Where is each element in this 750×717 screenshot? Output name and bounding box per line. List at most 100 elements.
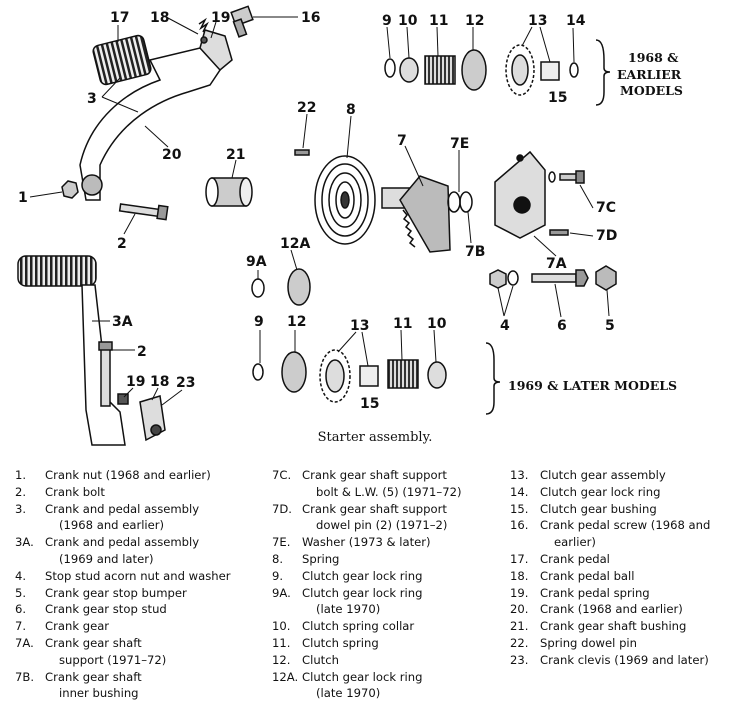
callout-19: 19	[211, 10, 230, 26]
clutch-gear-assembly-early	[505, 44, 535, 96]
legend-item: 2. Crank bolt	[15, 484, 231, 501]
callout-10-early: 10	[398, 13, 418, 29]
legend-item: 5. Crank gear stop bumper	[15, 585, 231, 602]
callout-9a: 9A	[246, 254, 267, 270]
legend-item-text: Washer (1973 & later)	[302, 535, 431, 550]
legend-item-text: Clutch gear lock ring	[302, 568, 423, 583]
callout-5: 5	[605, 318, 615, 334]
legend-item-number: 13.	[510, 468, 529, 482]
legend-item-text: Crank pedal ball	[540, 568, 635, 583]
leader-lines	[29, 16, 610, 406]
legend-item: support (1971–72)	[15, 652, 231, 669]
clutch-gear-assembly-late	[319, 349, 351, 403]
legend-item-text: Crank gear stop bumper	[45, 585, 187, 600]
clutch-early	[461, 49, 487, 91]
legend-item-number: 12.	[272, 652, 291, 667]
callout-7: 7	[397, 133, 407, 149]
early-models-label-line3: MODELS	[620, 83, 683, 98]
callout-1: 1	[18, 190, 28, 206]
legend-item-number: 7B.	[15, 669, 35, 684]
legend-item-number: 1.	[15, 468, 27, 482]
callout-4: 4	[500, 318, 510, 334]
legend-item-text: Crank gear shaft bushing	[540, 619, 687, 634]
legend-item-text: Crank gear shaft support	[302, 468, 447, 482]
legend-item-number: 11.	[272, 635, 291, 650]
legend-item: inner bushing	[15, 685, 231, 702]
legend-item-number: 8.	[272, 551, 284, 566]
legend-item: 1. Crank nut (1968 and earlier)	[15, 467, 231, 484]
legend-item-text: Spring dowel pin	[540, 635, 638, 650]
legend-item-number: 7A.	[15, 635, 34, 650]
legend-item: 6. Crank gear stop stud	[15, 601, 231, 618]
legend-item-text: Crank and pedal assembly	[45, 535, 200, 550]
legend-item-number: 17.	[510, 551, 529, 566]
legend-item-text: Crank pedal spring	[540, 585, 650, 600]
legend-item-text: Crank (1968 and earlier)	[540, 602, 683, 617]
callout-7c: 7C	[596, 200, 616, 216]
callout-23: 23	[176, 375, 195, 391]
legend-item-text: Clutch gear lock ring	[302, 585, 423, 600]
legend-item: 7. Crank gear	[15, 618, 231, 635]
callout-8: 8	[346, 102, 356, 118]
model-group-labels: 1968 & EARLIER MODELS 1969 & LATER MODEL…	[508, 50, 683, 393]
legend-item: 7C. Crank gear shaft support	[272, 467, 462, 484]
legend-item: bolt & L.W. (5) (1971–72)	[272, 484, 462, 501]
legend-item: 16. Crank pedal screw (1968 and	[510, 517, 710, 534]
legend-item-number: 23.	[510, 652, 529, 667]
callout-labels: 17 18 19 16 3 20 1 2 21 22 8 7 7E 7B 7C …	[18, 10, 617, 412]
early-models-brace	[595, 39, 611, 106]
legend-item-number: 9.	[272, 568, 284, 583]
callout-15-early: 15	[548, 90, 567, 106]
crank-hub	[81, 174, 103, 196]
callout-18: 18	[150, 10, 169, 26]
callout-12-early: 12	[465, 13, 484, 29]
callout-9-early: 9	[382, 13, 392, 29]
legend-item-number: 15.	[510, 501, 529, 516]
clutch-gear-bushing-late	[359, 365, 379, 387]
spring	[314, 155, 376, 245]
callout-19-late: 19	[126, 374, 145, 390]
legend-item-number	[15, 551, 45, 568]
legend-item-text: Clutch gear lock ring	[540, 484, 661, 499]
crank-nut	[61, 180, 79, 199]
legend-item-number: 7D.	[272, 501, 292, 516]
legend-item: 3A. Crank and pedal assembly	[15, 534, 231, 551]
legend-item-number: 3.	[15, 501, 27, 516]
clutch-spring-collar-early	[399, 57, 419, 83]
crank-arm	[79, 47, 221, 201]
callout-13-early: 13	[528, 13, 547, 29]
clutch-parts-early	[384, 44, 579, 96]
legend-item: 22. Spring dowel pin	[510, 635, 710, 652]
callout-7e: 7E	[450, 136, 469, 152]
legend-item-number: 7.	[15, 619, 27, 634]
legend-item-text: Crank gear shaft support	[302, 501, 447, 516]
figure-caption: Starter assembly.	[317, 430, 433, 445]
callout-22: 22	[297, 100, 316, 116]
legend-item: 8. Spring	[272, 551, 462, 568]
legend-item: earlier)	[510, 534, 710, 551]
callout-7b: 7B	[465, 244, 485, 260]
callout-18-late: 18	[150, 374, 169, 390]
legend-item: 11. Clutch spring	[272, 635, 462, 652]
callout-15-late: 15	[360, 396, 379, 412]
crank-pedal	[92, 34, 152, 86]
crank-gear	[381, 175, 451, 253]
callout-21: 21	[226, 147, 245, 163]
callout-2: 2	[117, 236, 127, 252]
legend-item-text: (1968 and earlier)	[59, 518, 165, 533]
legend-item-number	[272, 484, 302, 501]
callout-12-late: 12	[287, 314, 306, 330]
stop-stud-acorn-nut-and-washer	[489, 269, 519, 289]
legend-item-text: Crank and pedal assembly	[45, 501, 200, 516]
clutch-spring-collar-late	[427, 361, 447, 389]
legend-column-2: 7C. Crank gear shaft support bolt & L.W. (…	[272, 467, 462, 702]
legend-item-number	[272, 517, 302, 534]
callout-3: 3	[87, 91, 97, 107]
legend-item-number: 7E.	[272, 535, 291, 550]
legend-item: 7D. Crank gear shaft support	[272, 501, 462, 518]
legend-item-text: Clutch gear bushing	[540, 501, 657, 516]
callout-2-late: 2	[137, 344, 147, 360]
legend-item-text: earlier)	[554, 535, 596, 550]
legend-item-number	[15, 652, 45, 669]
callout-3a: 3A	[112, 314, 133, 330]
